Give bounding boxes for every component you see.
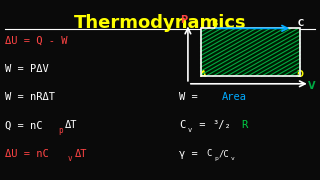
Text: C: C xyxy=(179,120,185,130)
Text: W = nRΔT: W = nRΔT xyxy=(4,92,55,102)
Text: W =: W = xyxy=(179,92,204,102)
Bar xyxy=(201,28,300,76)
Text: ΔT: ΔT xyxy=(74,149,87,159)
Text: ³/₂: ³/₂ xyxy=(212,120,231,130)
Text: =: = xyxy=(193,120,212,130)
Text: C: C xyxy=(206,149,212,158)
Text: ΔT: ΔT xyxy=(65,120,77,130)
Text: A: A xyxy=(200,70,206,79)
Text: R: R xyxy=(241,120,247,130)
Text: Thermodynamics: Thermodynamics xyxy=(74,14,246,32)
Text: C: C xyxy=(298,19,304,28)
Text: v: v xyxy=(230,156,234,161)
Bar xyxy=(201,28,300,76)
Text: P: P xyxy=(180,15,188,25)
Text: V: V xyxy=(308,82,315,91)
Text: W = PΔV: W = PΔV xyxy=(4,64,48,74)
Text: ΔU = nC: ΔU = nC xyxy=(4,149,48,159)
Text: /C: /C xyxy=(219,149,229,158)
Text: p: p xyxy=(58,126,62,135)
Text: v: v xyxy=(188,127,192,133)
Text: v: v xyxy=(68,154,73,163)
Text: B: B xyxy=(211,19,217,28)
Text: γ =: γ = xyxy=(179,149,204,159)
Text: p: p xyxy=(215,156,218,161)
Text: Q = nC: Q = nC xyxy=(4,120,42,130)
Text: Area: Area xyxy=(222,92,247,102)
Text: ΔU = Q - W: ΔU = Q - W xyxy=(4,35,67,45)
Text: D: D xyxy=(296,70,303,79)
